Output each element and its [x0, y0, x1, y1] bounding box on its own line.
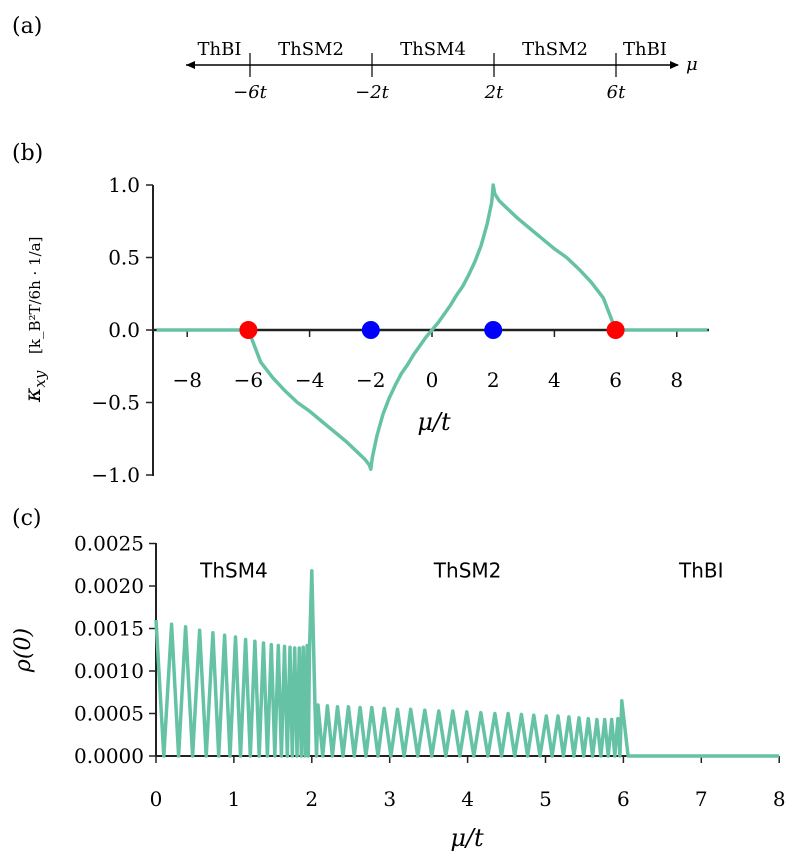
kappa-xtick-label-3: −2	[356, 368, 385, 392]
rho-ytick-label-5: 0.0025	[74, 532, 144, 556]
rho-y-ticks: 0.0000 0.0005 0.0010 0.0015 0.0020 0.0025	[74, 532, 156, 768]
kappa-xtick-label-5: 2	[487, 368, 500, 392]
rho-annotation-0: ThSM4	[199, 559, 268, 583]
rho-x-ticks: 0 1 2 3 4 5 6 7 8	[150, 756, 786, 811]
kappa-marker-1	[361, 321, 380, 339]
kappa-marker-3	[606, 321, 625, 339]
phase-label-2: ThSM4	[400, 39, 466, 60]
rho-xtick-label-2: 2	[305, 787, 318, 811]
rho-xtick-label-8: 8	[773, 787, 786, 811]
rho-x-label: μ/t	[450, 824, 484, 852]
rho-curve	[154, 568, 780, 758]
rho-xtick-label-3: 3	[383, 787, 396, 811]
kappa-y-label-main: κ	[21, 387, 46, 403]
rho-xtick-label-7: 7	[695, 787, 708, 811]
panel-b-label: (b)	[12, 141, 43, 166]
kappa-xtick-label-0: −8	[172, 368, 201, 392]
phase-line-left-arrow	[186, 61, 195, 69]
svg-text:κxy: κxy	[21, 370, 49, 403]
rho-ytick-label-1: 0.0005	[74, 702, 144, 726]
phase-line-right-arrow	[670, 61, 679, 69]
kappa-x-label: μ/t	[417, 408, 451, 436]
kappa-xtick-label-2: −4	[295, 368, 324, 392]
kappa-xtick-label-1: −6	[234, 368, 263, 392]
phase-label-0: ThBI	[198, 39, 242, 60]
rho-y-label: ρ(0)	[11, 628, 36, 673]
rho-xtick-label-5: 5	[539, 787, 552, 811]
phase-tick-label-3: 6t	[607, 82, 626, 103]
phase-label-1: ThSM2	[278, 39, 344, 60]
kappa-ytick-label-2: 0.0	[108, 318, 140, 342]
kappa-y-label: κxy [k_B²T/6h · 1/a]	[21, 237, 49, 403]
kappa-ytick-label-4: 1.0	[108, 173, 140, 197]
kappa-y-ticks: −1.0 −0.5 0.0 0.5 1.0	[91, 173, 153, 487]
kappa-xtick-label-4: 0	[426, 368, 439, 392]
kappa-xtick-label-6: 4	[548, 368, 561, 392]
kappa-x-ticks: −8 −6 −4 −2 0 2 4 6 8	[172, 330, 683, 392]
panel-a: (a) μ −6t −2t 2t 6t ThBI ThSM2 ThSM4 ThSM2 ThBI	[12, 14, 698, 103]
phase-line-mu-symbol: μ	[686, 54, 698, 75]
kappa-marker-0	[239, 321, 258, 339]
rho-ytick-label-4: 0.0020	[74, 574, 144, 598]
phase-tick-label-1: −2t	[355, 82, 390, 103]
kappa-ytick-label-1: −0.5	[91, 391, 140, 415]
phase-tick-label-0: −6t	[233, 82, 268, 103]
panel-a-label: (a)	[12, 14, 42, 39]
panel-b: (b) −1.0 −0.5 0.0 0.5 1.0 −8 −6 −4 −2 0 2 4 6 8 κxy …	[12, 141, 709, 487]
rho-xtick-label-1: 1	[228, 787, 241, 811]
kappa-y-label-sub: xy	[31, 370, 49, 387]
kappa-xtick-label-8: 8	[670, 368, 683, 392]
rho-ytick-label-2: 0.0010	[74, 659, 144, 683]
rho-xtick-label-6: 6	[617, 787, 630, 811]
phase-label-4: ThBI	[623, 39, 667, 60]
rho-annotation-1: ThSM2	[433, 559, 502, 583]
kappa-markers	[239, 321, 625, 339]
phase-tick-label-2: 2t	[484, 82, 504, 103]
phase-label-3: ThSM2	[522, 39, 588, 60]
rho-ytick-label-0: 0.0000	[74, 744, 144, 768]
panel-c: (c) 0.0000 0.0005 0.0010 0.0015 0.0020 0.0025…	[11, 506, 786, 852]
kappa-y-label-units: [k_B²T/6h · 1/a]	[26, 237, 44, 354]
panel-c-label: (c)	[12, 506, 42, 531]
kappa-ytick-label-3: 0.5	[108, 246, 140, 270]
rho-xtick-label-0: 0	[150, 787, 163, 811]
rho-annotation-2: ThBI	[678, 559, 724, 583]
kappa-marker-2	[484, 321, 503, 339]
kappa-ytick-label-0: −1.0	[91, 463, 140, 487]
rho-xtick-label-4: 4	[461, 787, 474, 811]
kappa-xtick-label-7: 6	[609, 368, 622, 392]
rho-ytick-label-3: 0.0015	[74, 617, 144, 641]
phase-ticks: −6t −2t 2t 6t	[233, 53, 626, 103]
rho-annotations: ThSM4 ThSM2 ThBI	[199, 559, 723, 583]
kappa-curve	[156, 183, 708, 471]
phase-labels: ThBI ThSM2 ThSM4 ThSM2 ThBI	[198, 39, 667, 60]
